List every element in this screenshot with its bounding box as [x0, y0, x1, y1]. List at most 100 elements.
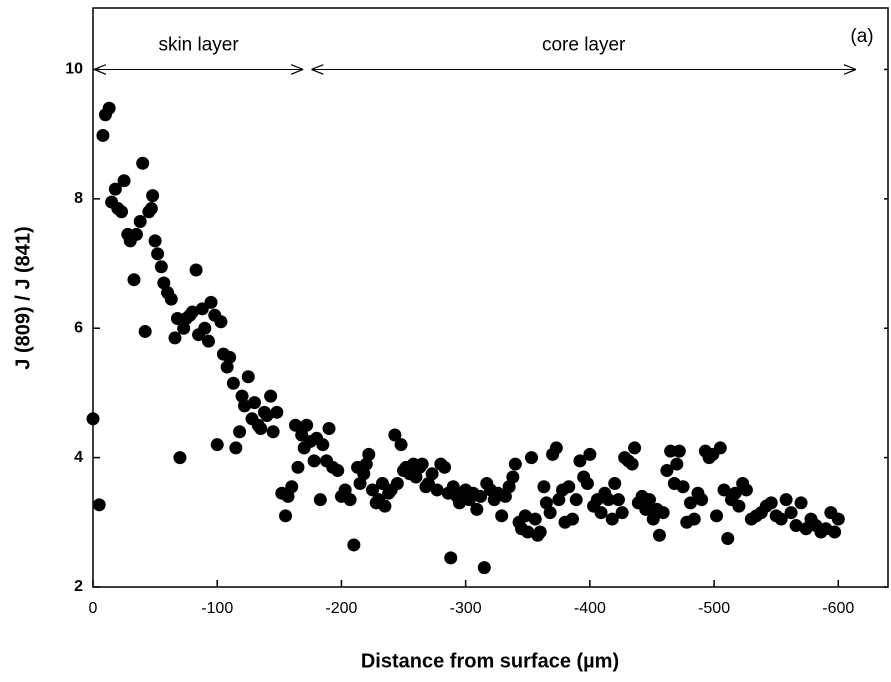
point [264, 389, 278, 403]
point [108, 182, 122, 196]
point [573, 454, 587, 468]
point [415, 457, 429, 471]
point [521, 525, 535, 539]
point [656, 506, 670, 520]
point [254, 422, 268, 436]
range-label: skin layer [158, 34, 239, 55]
point [794, 496, 808, 510]
x-tick-label: 0 [89, 600, 98, 617]
point [146, 189, 160, 203]
point [92, 498, 106, 512]
x-tick-label: -100 [201, 600, 233, 617]
plot-frame [92, 7, 889, 588]
point [683, 496, 697, 510]
point [300, 418, 314, 432]
point [670, 457, 684, 471]
point [394, 438, 408, 452]
point [508, 457, 522, 471]
point [322, 422, 336, 436]
point [717, 483, 731, 497]
point [229, 441, 243, 455]
point [732, 499, 746, 513]
point [343, 493, 357, 507]
point [615, 506, 629, 520]
point [611, 493, 625, 507]
point [164, 292, 178, 306]
point [233, 425, 247, 439]
y-tick-label: 10 [65, 61, 83, 78]
point [214, 315, 228, 329]
point [185, 305, 199, 319]
point [643, 493, 656, 507]
x-axis-title: Distance from surface (µm) [361, 650, 619, 672]
point [86, 412, 100, 426]
point [470, 502, 484, 516]
point [210, 438, 224, 452]
point [784, 506, 798, 520]
point [687, 512, 701, 526]
point [378, 499, 392, 513]
point [495, 509, 509, 523]
point [117, 174, 131, 188]
range-label: core layer [542, 34, 626, 55]
point [102, 101, 116, 115]
point [721, 531, 735, 545]
point [270, 405, 284, 419]
point [430, 483, 444, 497]
point [779, 493, 793, 507]
point [390, 476, 404, 490]
point [136, 156, 150, 170]
point [543, 506, 557, 520]
point [144, 202, 158, 216]
y-axis-title: J (809) / J (841) [12, 226, 34, 369]
point [506, 470, 520, 484]
point [154, 260, 168, 274]
y-tick-label: 6 [74, 319, 83, 336]
point [739, 483, 753, 497]
y-tick-label: 4 [74, 449, 83, 466]
point [676, 480, 690, 494]
point [96, 128, 110, 142]
point [562, 480, 576, 494]
point [565, 512, 579, 526]
point [138, 324, 152, 338]
point [198, 321, 212, 335]
point [148, 234, 162, 248]
point [695, 493, 709, 507]
y-tick-label: 8 [74, 190, 83, 207]
point [425, 467, 439, 481]
point [799, 522, 813, 536]
point [569, 493, 583, 507]
point [238, 399, 252, 413]
point [279, 509, 293, 523]
point [266, 425, 280, 439]
point [537, 480, 551, 494]
x-tick-label: -200 [325, 600, 357, 617]
point [524, 451, 538, 465]
point [129, 227, 143, 241]
point [226, 376, 240, 390]
point [602, 493, 616, 507]
point [528, 512, 542, 526]
point [204, 295, 218, 309]
point [710, 509, 724, 523]
point [594, 506, 608, 520]
point [115, 205, 129, 219]
point [628, 441, 642, 455]
point [285, 480, 299, 494]
point [438, 460, 452, 474]
point [583, 447, 597, 461]
point [151, 247, 165, 261]
point [713, 441, 727, 455]
point [316, 438, 330, 452]
point [133, 214, 147, 228]
point [247, 396, 261, 410]
point [828, 525, 842, 539]
point [189, 263, 203, 277]
point [764, 496, 778, 510]
point [444, 551, 458, 565]
point [291, 460, 305, 474]
point [831, 512, 845, 526]
